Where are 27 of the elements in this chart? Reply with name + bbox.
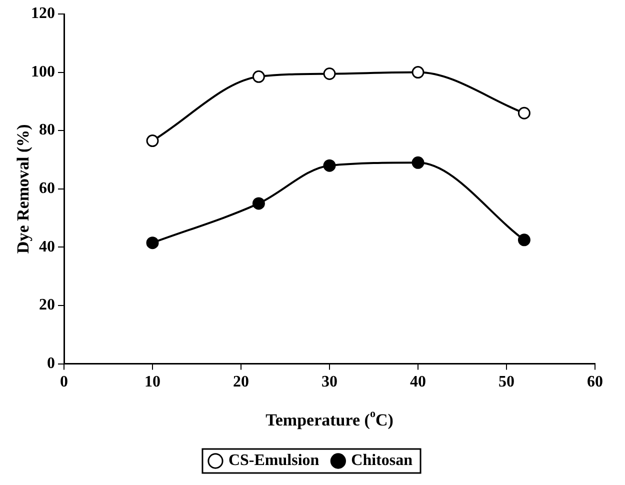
y-tick-label: 120: [31, 5, 55, 22]
y-tick-label: 80: [39, 122, 55, 139]
x-tick-label: 0: [60, 374, 68, 391]
y-tick-label: 100: [31, 63, 55, 80]
x-tick-label: 30: [322, 374, 338, 391]
point: [146, 134, 159, 148]
point: [252, 70, 265, 83]
y-tick-label: 60: [39, 180, 55, 198]
x-tick-label: 20: [233, 374, 249, 391]
x-tick-label: 40: [410, 374, 426, 391]
point: [323, 159, 336, 172]
x-tick-label: 60: [587, 374, 603, 391]
y-tick-label: 40: [39, 238, 55, 256]
legend-label: CS-Emulsion: [228, 452, 320, 470]
y-tick-label: 0: [47, 354, 55, 372]
point: [518, 106, 530, 120]
legend-label: Chitosan: [351, 452, 413, 470]
point: [323, 68, 336, 80]
point: [518, 234, 530, 246]
y-tick-label: 20: [39, 296, 55, 314]
x-tick-label: 10: [144, 374, 160, 391]
point: [252, 197, 265, 210]
point: [412, 156, 424, 169]
point: [146, 236, 159, 250]
point: [412, 66, 424, 79]
x-tick-label: 50: [498, 374, 514, 391]
y-axis-title: Dye Removal (%): [13, 124, 32, 254]
